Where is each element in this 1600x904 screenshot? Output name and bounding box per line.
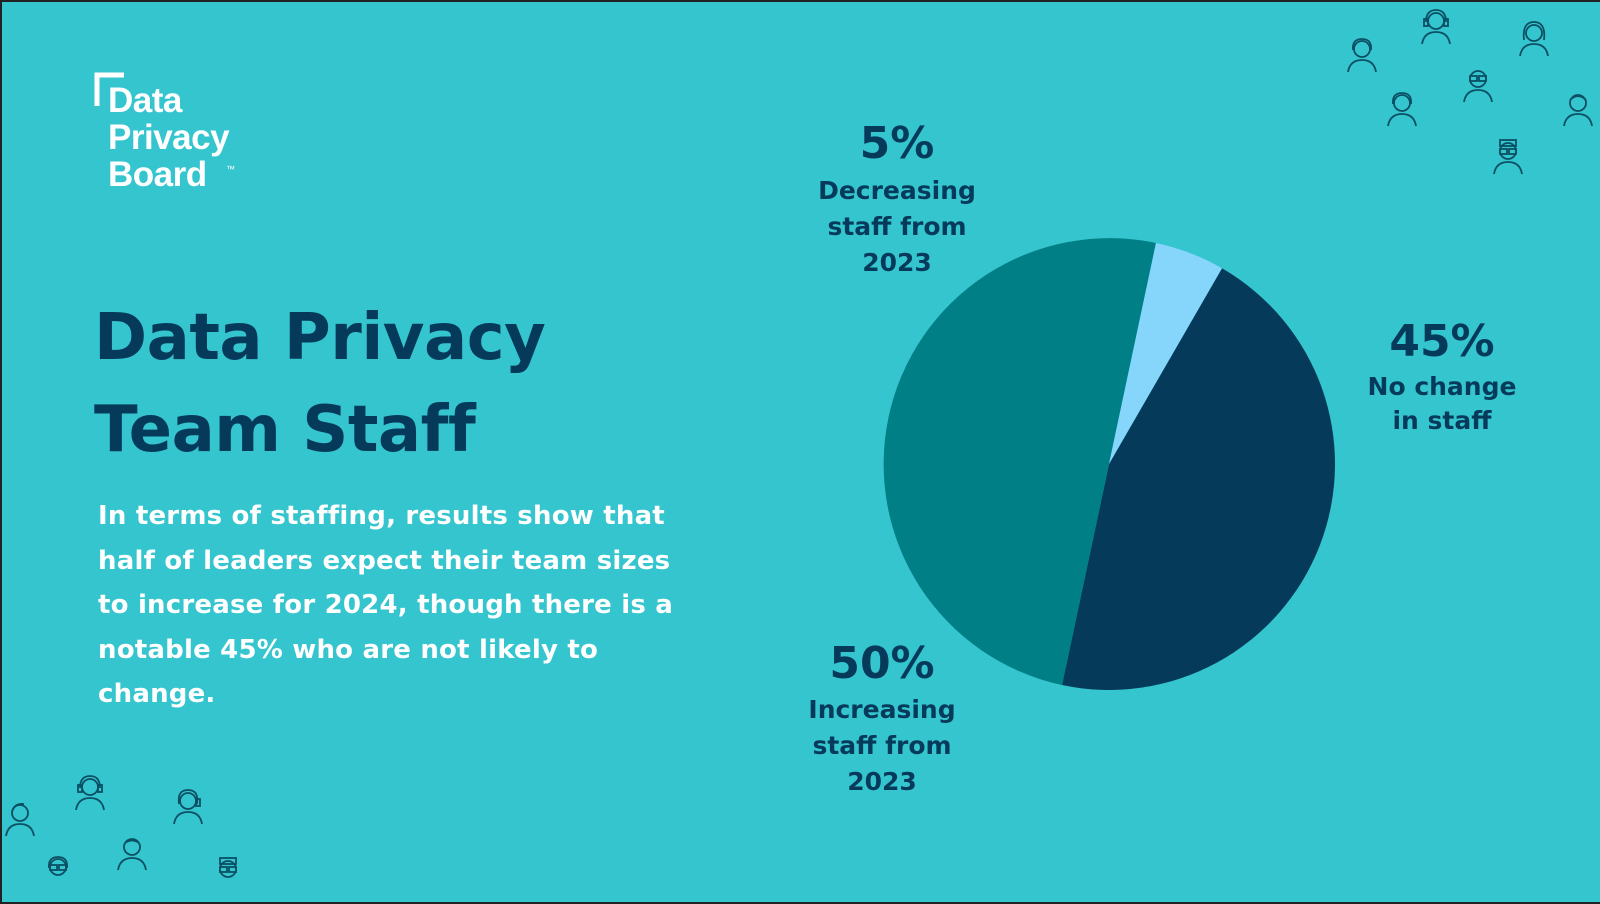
body-text: In terms of staffing, results show that …	[98, 501, 674, 709]
pie-slice-no_change	[1062, 268, 1335, 690]
page-title: Data Privacy Team Staff	[94, 292, 734, 476]
pie-slice-decreasing	[1109, 242, 1222, 464]
headset-person-icon	[75, 775, 105, 811]
logo-bracket-icon	[94, 72, 124, 106]
person-icon	[1563, 94, 1593, 127]
pie-slices	[883, 238, 1335, 690]
title-line-1: Data Privacy	[94, 301, 546, 375]
logo-line-2: Privacy	[108, 118, 230, 157]
glasses-person-icon	[48, 856, 68, 876]
woman-icon	[1387, 92, 1417, 127]
pct-label-no-change: 45%	[1389, 316, 1495, 367]
headset-person-icon	[1421, 9, 1451, 45]
logo-trademark: ™	[226, 164, 235, 174]
person-icon	[117, 838, 147, 871]
headset-person-icon	[173, 789, 203, 825]
pie-slice-increasing	[883, 238, 1156, 686]
desc-label-increasing: Increasing staff from 2023	[808, 695, 956, 796]
pct-label-increasing: 50%	[829, 638, 935, 689]
woman-icon	[1519, 21, 1549, 57]
glasses-person-icon	[219, 857, 237, 878]
desc-label-decreasing: Decreasing staff from 2023	[818, 176, 976, 277]
desc-label-no-change: No change in staff	[1367, 372, 1517, 435]
title-line-2: Team Staff	[94, 393, 476, 467]
logo-line-1: Data	[108, 81, 182, 120]
logo-wordmark: Data Privacy Board	[108, 81, 230, 194]
logo-line-3: Board	[108, 155, 207, 194]
glasses-person-icon	[1493, 139, 1523, 175]
logo: Data Privacy Board ™	[94, 72, 264, 202]
glasses-person-icon	[1463, 70, 1493, 103]
person-icon	[5, 803, 35, 837]
woman-icon	[1347, 38, 1377, 73]
pct-label-decreasing: 5%	[859, 118, 935, 169]
